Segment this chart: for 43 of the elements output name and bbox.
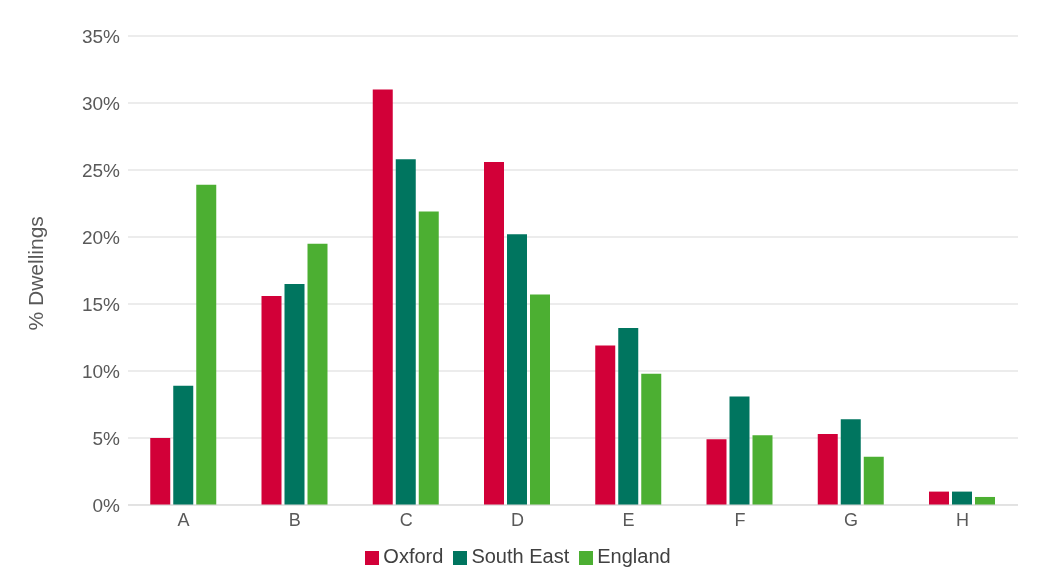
x-tick-label: B xyxy=(288,509,301,530)
bar xyxy=(372,89,393,505)
bar xyxy=(817,433,838,505)
y-tick-label: 25% xyxy=(81,159,121,181)
bar xyxy=(706,439,727,505)
y-tick-label: 10% xyxy=(81,360,121,382)
y-tick-label: 20% xyxy=(81,226,121,248)
x-tick-label: F xyxy=(734,509,746,530)
bar xyxy=(307,243,328,505)
bar xyxy=(752,435,773,505)
bar xyxy=(952,491,972,505)
legend-label: Oxford xyxy=(383,545,444,567)
bar xyxy=(618,328,639,505)
y-tick-label: 15% xyxy=(81,293,121,315)
bar xyxy=(840,419,861,505)
bar xyxy=(507,234,527,505)
y-tick-label: 30% xyxy=(81,92,121,114)
legend-label: South East xyxy=(471,545,570,567)
bar xyxy=(929,491,949,505)
bar xyxy=(284,283,305,505)
y-axis-title: % Dwellings xyxy=(24,216,48,331)
bar xyxy=(484,161,504,505)
x-tick-label: H xyxy=(955,509,969,530)
bar xyxy=(196,184,217,505)
bar xyxy=(395,159,416,505)
bar xyxy=(729,396,750,505)
bar xyxy=(173,385,194,505)
x-tick-label: D xyxy=(510,509,524,530)
bar xyxy=(641,373,662,505)
bar xyxy=(150,438,171,505)
x-tick-label: G xyxy=(844,509,859,530)
bar xyxy=(530,294,550,505)
y-tick-label: 35% xyxy=(81,25,121,47)
bar xyxy=(595,345,616,505)
y-tick-label: 5% xyxy=(92,427,121,449)
bar xyxy=(863,456,884,505)
y-tick-label: 0% xyxy=(92,494,121,516)
x-tick-label: E xyxy=(622,509,635,530)
x-tick-label: A xyxy=(177,509,190,530)
legend-label: England xyxy=(597,545,671,567)
bar xyxy=(418,211,439,505)
x-tick-label: C xyxy=(399,509,413,530)
bar xyxy=(261,295,282,505)
